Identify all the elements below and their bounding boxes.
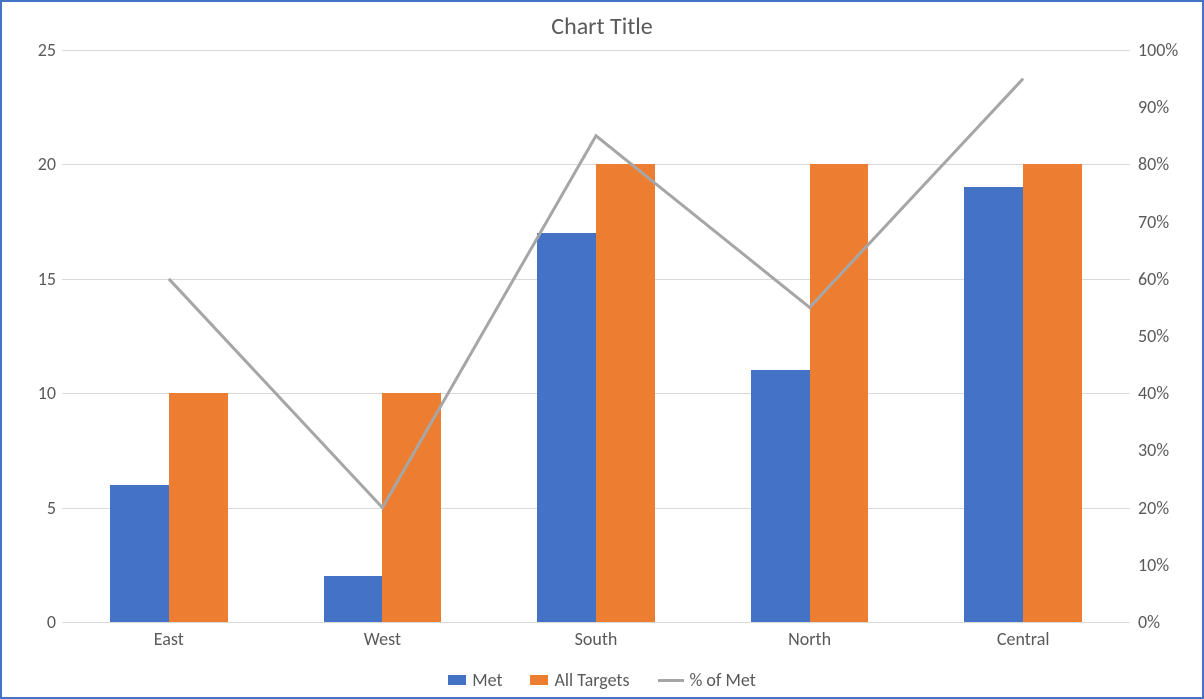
primary-axis-tick: 5 (6, 497, 56, 519)
legend-item-pct-of-met: % of Met (658, 669, 756, 691)
plot-area (62, 50, 1130, 622)
primary-axis-tick: 20 (6, 153, 56, 175)
primary-axis-tick: 25 (6, 39, 56, 61)
legend-item-met: Met (448, 669, 502, 691)
legend-swatch-icon (448, 675, 466, 685)
gridline (62, 622, 1130, 623)
secondary-axis-tick: 70% (1138, 211, 1204, 233)
category-label: West (364, 628, 401, 650)
secondary-axis-tick: 50% (1138, 325, 1204, 347)
legend-swatch-icon (530, 675, 548, 685)
legend-label: All Targets (554, 669, 629, 691)
secondary-axis-tick: 30% (1138, 439, 1204, 461)
legend-label: Met (472, 669, 502, 691)
secondary-axis-tick: 80% (1138, 153, 1204, 175)
category-label: Central (997, 628, 1050, 650)
legend-item-all-targets: All Targets (530, 669, 629, 691)
category-label: East (154, 628, 184, 650)
legend: Met All Targets % of Met (2, 669, 1202, 691)
legend-line-icon (658, 679, 684, 682)
primary-axis-tick: 15 (6, 268, 56, 290)
legend-label: % of Met (690, 669, 756, 691)
chart-frame: Chart Title 0 5 10 15 20 25 0% 10% 20% 30% 40% 50%… (0, 0, 1204, 699)
primary-axis-tick: 10 (6, 382, 56, 404)
secondary-axis-tick: 90% (1138, 96, 1204, 118)
secondary-axis-tick: 20% (1138, 497, 1204, 519)
category-label: South (575, 628, 618, 650)
primary-axis-tick: 0 (6, 611, 56, 633)
category-label: North (788, 628, 831, 650)
chart-title: Chart Title (2, 12, 1202, 41)
line-series (62, 50, 1130, 622)
secondary-axis-tick: 100% (1138, 39, 1204, 61)
secondary-axis-tick: 10% (1138, 554, 1204, 576)
secondary-axis-tick: 60% (1138, 268, 1204, 290)
secondary-axis-tick: 40% (1138, 382, 1204, 404)
secondary-axis-tick: 0% (1138, 611, 1204, 633)
